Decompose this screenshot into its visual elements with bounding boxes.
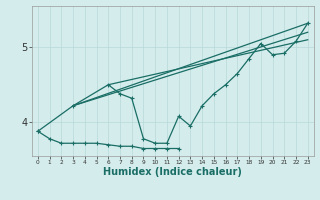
X-axis label: Humidex (Indice chaleur): Humidex (Indice chaleur) <box>103 167 242 177</box>
